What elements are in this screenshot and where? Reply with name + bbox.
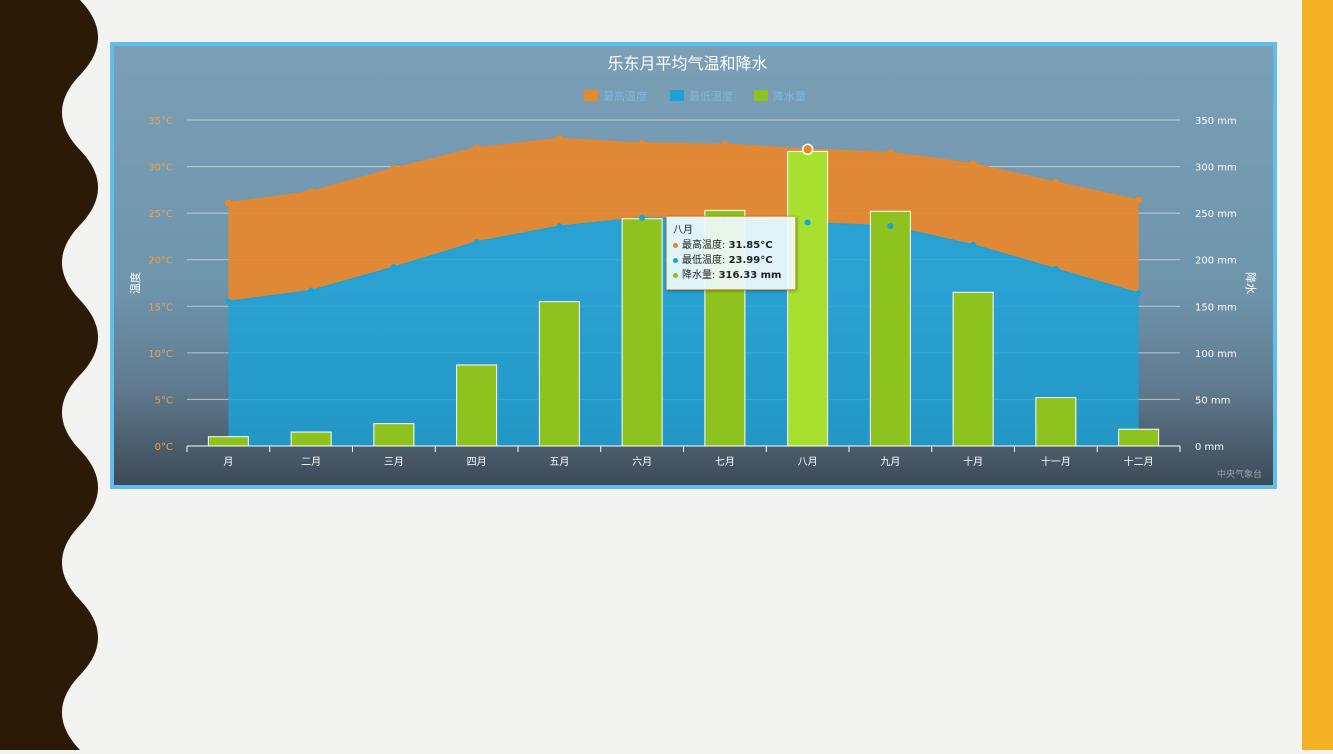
- x-tick-label-3: 四月: [467, 456, 487, 468]
- line-max-temperature: [228, 137, 1139, 204]
- marker-min-temperature-2: [390, 264, 397, 271]
- y2-tick-label-4: 200 mm: [1195, 256, 1237, 267]
- x-tick-label-4: 五月: [549, 456, 569, 468]
- tooltip-max-label: 最高温度:: [682, 240, 729, 251]
- chart-tooltip: 八月 最高温度: 31.85°C 最低温度: 23.99°C 降水量: 316.…: [666, 216, 796, 290]
- bar-precipitation-11: [1118, 428, 1160, 447]
- y2-tick-label-0: 0 mm: [1195, 442, 1224, 453]
- x-tick-label-8: 九月: [880, 456, 900, 468]
- y-tick-label-5: 25°C: [148, 209, 173, 220]
- marker-min-temperature-10: [1052, 266, 1059, 273]
- bar-precipitation-1: [290, 431, 332, 447]
- bar-precipitation-2: [373, 423, 415, 447]
- marker-min-temperature-8: [887, 223, 894, 230]
- y-axis-title: 温度: [128, 272, 142, 294]
- tooltip-row-min: 最低温度: 23.99°C: [673, 253, 789, 268]
- x-tick-label-0: 月: [223, 456, 233, 468]
- x-tick-label-9: 十月: [963, 455, 983, 468]
- y2-axis-title: 降水: [1244, 272, 1258, 294]
- x-tick-label-7: 八月: [798, 456, 818, 468]
- tooltip-row-max: 最高温度: 31.85°C: [673, 238, 789, 253]
- decorative-wavy-band: [0, 0, 100, 750]
- y-tick-label-1: 5°C: [155, 395, 173, 406]
- y2-tick-label-5: 250 mm: [1195, 209, 1237, 220]
- marker-max-temperature-2: [390, 164, 398, 172]
- tooltip-min-value: 23.99°C: [728, 255, 773, 266]
- legend-swatch-1: [670, 90, 684, 101]
- marker-max-temperature-4: [555, 135, 563, 143]
- marker-max-temperature-8: [886, 149, 894, 157]
- marker-min-temperature-4: [556, 223, 563, 230]
- marker-min-temperature-1: [308, 287, 315, 294]
- tooltip-max-dot: [673, 242, 678, 248]
- tooltip-precip-value: 316.33 mm: [718, 270, 782, 281]
- climate-chart: 乐东月平均气温和降水最高温度 最低温度 降水量 0°C 5°C 10°C 15°C 20°C 2…: [110, 42, 1277, 489]
- bar-precipitation-8: [869, 210, 911, 447]
- y2-tick-label-2: 100 mm: [1195, 349, 1237, 360]
- y-tick-label-2: 10°C: [148, 349, 173, 360]
- tooltip-max-value: 31.85°C: [728, 240, 773, 251]
- bar-precipitation-4: [538, 301, 580, 447]
- marker-max-temperature-10: [1052, 178, 1060, 186]
- marker-min-temperature-7: [804, 219, 811, 226]
- marker-max-temperature-0: [224, 199, 232, 207]
- tooltip-precip-label: 降水量:: [682, 270, 719, 281]
- y2-tick-label-3: 150 mm: [1195, 302, 1237, 313]
- y-tick-label-0: 0°C: [155, 442, 173, 453]
- marker-max-temperature-7: [801, 143, 814, 156]
- marker-max-temperature-9: [969, 160, 977, 168]
- chart-title: 乐东月平均气温和降水: [607, 54, 767, 73]
- legend-swatch-0: [584, 90, 598, 101]
- x-tick-label-6: 七月: [715, 456, 735, 468]
- x-tick-label-5: 六月: [632, 456, 652, 468]
- tooltip-row-precip: 降水量: 316.33 mm: [673, 268, 789, 283]
- bar-precipitation-9: [952, 291, 994, 447]
- x-tick-label-1: 二月: [301, 456, 321, 468]
- marker-min-temperature-3: [473, 239, 480, 246]
- bar-precipitation-0: [207, 436, 249, 447]
- bar-precipitation-10: [1035, 397, 1077, 447]
- y2-tick-label-7: 350 mm: [1195, 116, 1237, 127]
- marker-min-temperature-5: [639, 214, 646, 221]
- y2-tick-label-1: 50 mm: [1195, 395, 1230, 406]
- legend-label-2: 降水量: [773, 89, 806, 103]
- marker-min-temperature-11: [1135, 290, 1142, 297]
- marker-max-temperature-1: [307, 188, 315, 196]
- x-tick-label-10: 十一月: [1041, 455, 1071, 468]
- legend-swatch-2: [754, 90, 768, 101]
- y-tick-label-3: 15°C: [148, 302, 173, 313]
- y-tick-label-4: 20°C: [148, 256, 173, 267]
- x-tick-label-2: 三月: [384, 456, 404, 468]
- legend-label-0: 最高温度: [603, 89, 647, 103]
- y2-tick-label-6: 300 mm: [1195, 163, 1237, 174]
- x-tick-label-11: 十二月: [1124, 455, 1154, 468]
- marker-max-temperature-6: [721, 140, 729, 148]
- y-tick-label-7: 35°C: [148, 116, 173, 127]
- marker-min-temperature-0: [225, 298, 232, 305]
- y-tick-label-6: 30°C: [148, 163, 173, 174]
- chart-credit: 中央气象台: [1217, 468, 1262, 480]
- tooltip-precip-dot: [673, 272, 678, 278]
- legend-label-1: 最低温度: [689, 89, 733, 103]
- wavy-edge-shape: [0, 0, 98, 750]
- bar-precipitation-7: [787, 150, 829, 447]
- tooltip-min-dot: [673, 257, 678, 263]
- tooltip-title: 八月: [673, 225, 693, 236]
- marker-max-temperature-11: [1135, 196, 1143, 204]
- area-min-temperature: [228, 217, 1139, 446]
- bar-precipitation-3: [456, 364, 498, 447]
- bar-precipitation-5: [621, 218, 663, 447]
- marker-max-temperature-5: [638, 139, 646, 147]
- marker-min-temperature-9: [970, 241, 977, 248]
- marker-max-temperature-3: [473, 144, 481, 152]
- decorative-accent-bar: [1302, 0, 1333, 750]
- tooltip-min-label: 最低温度:: [682, 255, 729, 266]
- area-max-temperature: [228, 138, 1139, 302]
